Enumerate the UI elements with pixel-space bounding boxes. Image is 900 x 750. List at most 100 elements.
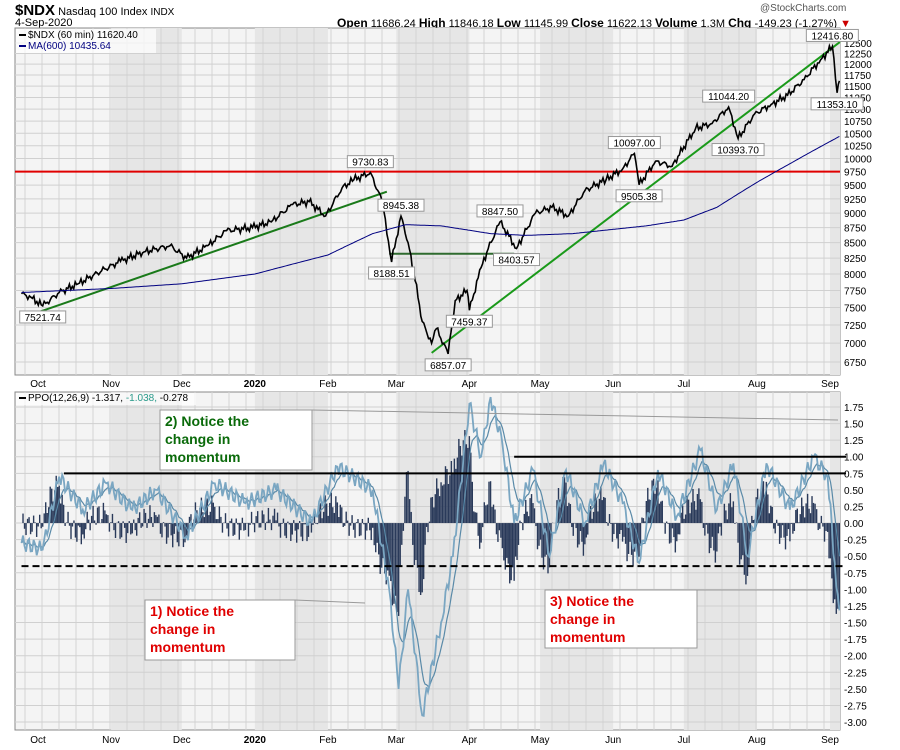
index-name: Nasdaq 100 Index — [58, 6, 148, 18]
x-tick-label: Dec — [173, 735, 191, 746]
price-label: 10097.00 — [613, 139, 655, 150]
price-label-box — [493, 253, 540, 267]
ppo-tick-label: 1.75 — [844, 403, 864, 414]
ppo-tick-label: 0.50 — [844, 486, 864, 497]
open-value: 11686.24 — [370, 18, 416, 30]
ppo-tick-label: -1.00 — [844, 585, 867, 596]
price-tick-label: 12000 — [844, 60, 872, 71]
x-tick-label: Nov — [102, 379, 120, 390]
legend-bg — [16, 29, 156, 53]
price-tick-label: 8250 — [844, 254, 867, 265]
price-label-box — [810, 97, 864, 111]
price-label-box — [424, 358, 472, 372]
ppo-tick-label: -0.50 — [844, 552, 867, 563]
x-tick-label: Aug — [748, 735, 766, 746]
x-tick-label: Jul — [677, 379, 690, 390]
month-shade — [540, 392, 614, 730]
callout-text: momentum — [165, 449, 240, 465]
ppo-tick-label: 1.50 — [844, 420, 864, 431]
ma-line — [21, 135, 840, 293]
price-tick-label: 7250 — [844, 321, 867, 332]
price-tick-label: 6750 — [844, 358, 867, 369]
x-tick-label: Mar — [388, 379, 406, 390]
watermark: @StockCharts.com — [760, 3, 847, 14]
price-tick-label: 12250 — [844, 49, 872, 60]
ppo-legend: PPO(12,26,9) -1.317, -1.038, -0.278 — [28, 393, 189, 404]
price-tick-label: 10750 — [844, 117, 872, 128]
price-tick-label: 7750 — [844, 286, 867, 297]
price-tick-label: 10250 — [844, 142, 872, 153]
x-tick-label: Jun — [605, 735, 621, 746]
x-tick-label: Sep — [821, 735, 839, 746]
month-shade — [111, 28, 182, 375]
month-shade — [683, 28, 757, 375]
callout-box — [544, 589, 698, 649]
callout-text: change in — [150, 621, 215, 637]
low-value: 11145.99 — [523, 18, 569, 30]
price-tick-label: 9000 — [844, 209, 867, 220]
x-tick-label: Dec — [173, 379, 191, 390]
price-label-box — [702, 89, 756, 103]
callout-box — [144, 599, 296, 661]
x-tick-label: Apr — [462, 379, 478, 390]
price-label: 9505.38 — [621, 192, 658, 203]
price-tick-label: 8000 — [844, 270, 867, 281]
x-tick-label: Oct — [30, 379, 46, 390]
callout-text: 2) Notice the — [165, 413, 249, 429]
callout-text: momentum — [150, 639, 225, 655]
ppo-tick-label: 1.00 — [844, 453, 864, 464]
chart-date: 4-Sep-2020 — [15, 17, 73, 29]
callout-pointer — [311, 409, 839, 421]
callout-text: 3) Notice the — [550, 593, 634, 609]
price-tick-label: 10500 — [844, 129, 872, 140]
price-label-box — [615, 189, 663, 203]
price-label: 8403.57 — [498, 256, 535, 267]
price-tick-label: 9250 — [844, 195, 867, 206]
callout-box — [159, 409, 313, 471]
ppo-line — [20, 396, 840, 717]
x-tick-label: Sep — [821, 379, 839, 390]
price-label: 10393.70 — [717, 146, 759, 157]
month-shade — [830, 28, 840, 375]
price-tick-label: 7500 — [844, 303, 867, 314]
ppo-tick-label: 1.25 — [844, 436, 864, 447]
price-label-box — [445, 314, 493, 328]
price-label: 7459.37 — [451, 317, 488, 328]
x-tick-label: Jun — [605, 379, 621, 390]
ppo-tick-label: -0.25 — [844, 536, 867, 547]
price-tick-label: 12500 — [844, 39, 872, 50]
ppo-tick-label: -0.75 — [844, 569, 867, 580]
open-label: Open — [337, 16, 368, 30]
price-label-box — [19, 310, 67, 324]
high-value: 11846.18 — [448, 18, 494, 30]
ohlc-readout: Open 11686.24 High 11846.18 Low 11145.99… — [337, 16, 851, 30]
price-label-box — [607, 136, 661, 150]
ppo-tick-label: -2.25 — [844, 668, 867, 679]
callout-text: momentum — [550, 629, 625, 645]
ppo-tick-label: 0.00 — [844, 519, 864, 530]
price-tick-label: 11000 — [844, 105, 872, 116]
chg-label: Chg — [728, 16, 752, 30]
x-tick-label: 2020 — [244, 379, 267, 390]
price-tick-label: 9750 — [844, 168, 867, 179]
callout-text: change in — [550, 611, 615, 627]
callout-pointer — [294, 599, 366, 604]
ppo-tick-label: -2.00 — [844, 652, 867, 663]
ppo-tick-label: -2.50 — [844, 685, 867, 696]
chg-value: -149.23 (-1.27%) — [754, 18, 837, 30]
price-label: 6857.07 — [430, 361, 467, 372]
x-tick-label: Aug — [748, 379, 766, 390]
trendline — [37, 190, 388, 314]
price-label: 8847.50 — [482, 207, 519, 218]
price-tick-label: 11500 — [844, 82, 872, 93]
ppo-tick-label: -2.75 — [844, 701, 867, 712]
x-tick-label: Oct — [30, 735, 46, 746]
x-tick-label: May — [531, 735, 550, 746]
x-tick-label: Jul — [677, 735, 690, 746]
price-label-box — [346, 155, 394, 169]
price-tick-label: 10000 — [844, 155, 872, 166]
ppo-tick-label: -1.50 — [844, 619, 867, 630]
x-tick-label: Mar — [388, 735, 406, 746]
